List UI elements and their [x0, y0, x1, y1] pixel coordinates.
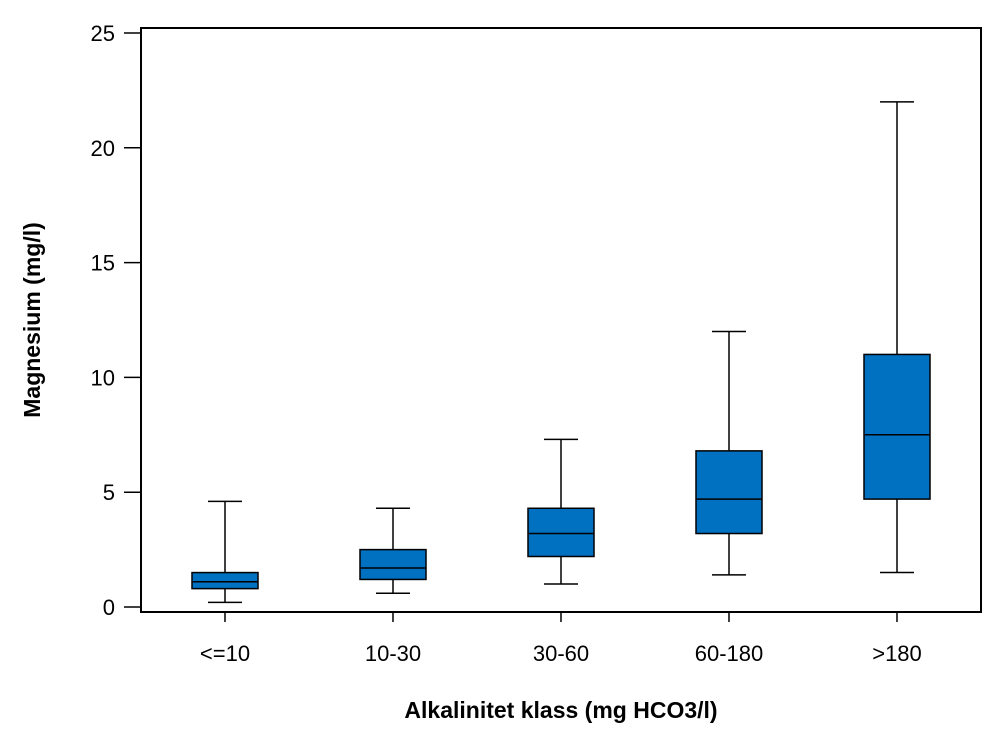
box-5 — [863, 101, 931, 574]
x-tick-label: 30-60 — [533, 641, 589, 666]
x-tick-label: <=10 — [200, 641, 250, 666]
y-tick-label: 10 — [91, 365, 115, 390]
box-2 — [359, 507, 427, 594]
y-axis-title: Magnesium (mg/l) — [19, 222, 45, 418]
y-tick-label: 15 — [91, 251, 115, 276]
iqr-box — [359, 548, 427, 581]
y-tick-label: 20 — [91, 136, 115, 161]
iqr-box — [695, 450, 763, 535]
y-tick-label: 5 — [103, 480, 115, 505]
iqr-box — [863, 353, 931, 500]
x-tick-label: 10-30 — [365, 641, 421, 666]
box-3 — [527, 438, 595, 585]
box-4 — [695, 330, 763, 576]
x-axis: <=10 10-30 30-60 60-180 >180 — [200, 612, 922, 666]
x-tick-label: >180 — [872, 641, 922, 666]
boxes — [191, 101, 931, 604]
x-tick-label: 60-180 — [695, 641, 764, 666]
y-axis: 0 5 10 15 20 25 — [91, 21, 141, 620]
box-1 — [191, 500, 259, 604]
iqr-box — [191, 571, 259, 590]
x-axis-title: Alkalinitet klass (mg HCO3/l) — [404, 697, 717, 723]
iqr-box — [527, 507, 595, 558]
y-tick-label: 25 — [91, 21, 115, 46]
y-tick-label: 0 — [103, 595, 115, 620]
